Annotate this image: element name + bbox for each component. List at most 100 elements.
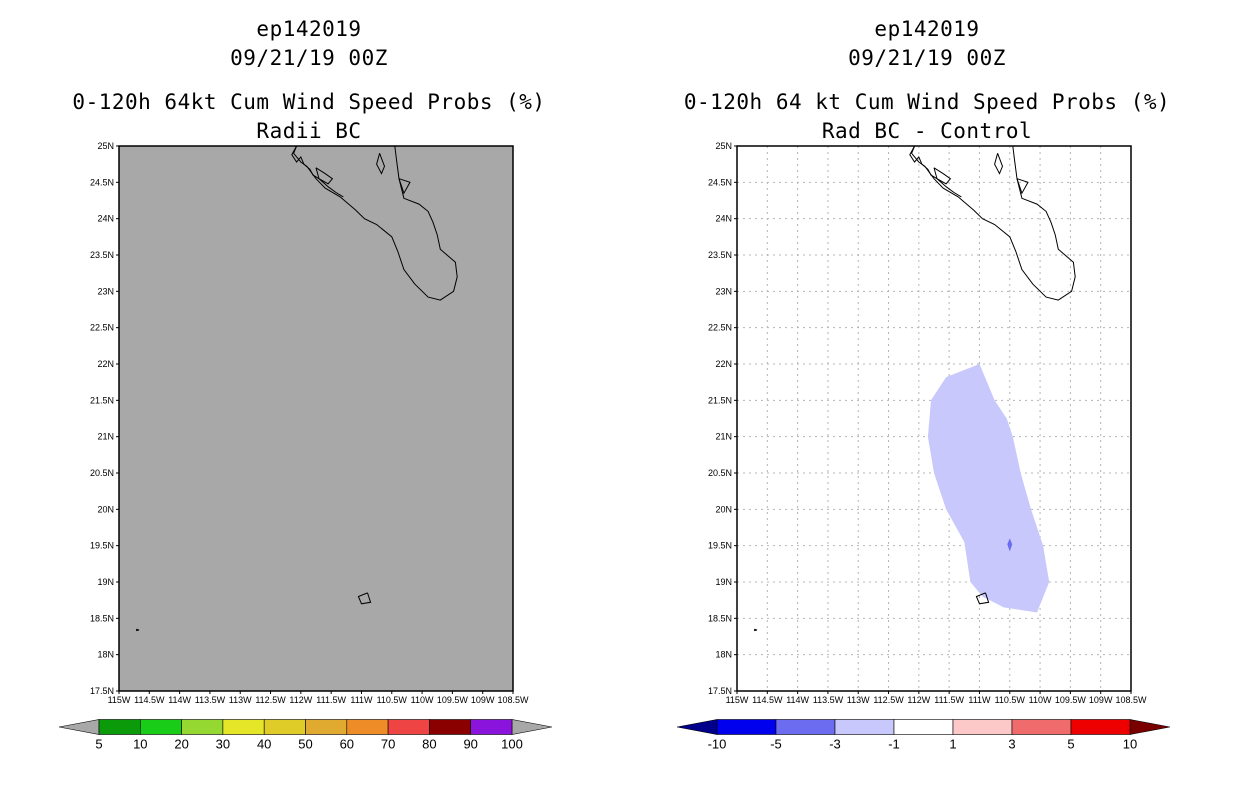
y-tick-label: 21N — [97, 432, 114, 442]
x-tick-label: 109.5W — [1055, 695, 1087, 705]
colorbar-box — [346, 719, 389, 735]
right-subtitle: Rad BC - Control — [821, 119, 1033, 143]
map-frame — [118, 145, 514, 692]
colorbar-box — [181, 719, 224, 735]
colorbar-label: 100 — [501, 737, 523, 752]
colorbar-label: 60 — [340, 737, 354, 752]
right-panel: ep142019 09/21/19 00Z 0-120h 64 kt Cum W… — [618, 0, 1236, 800]
coastline — [975, 592, 990, 605]
colorbar-label: 80 — [422, 737, 436, 752]
coastline — [1016, 178, 1029, 195]
y-tick-label: 24.5N — [708, 177, 732, 187]
colorbar-box — [222, 719, 265, 735]
right-storm-id: ep142019 — [874, 17, 980, 41]
colorbar-left-triangle — [676, 719, 718, 735]
x-tick-label: 115W — [726, 695, 749, 705]
y-tick-label: 18N — [715, 650, 732, 660]
y-tick-label: 25N — [715, 141, 732, 151]
x-tick-label: 109.5W — [437, 695, 469, 705]
colorbar-box — [1070, 719, 1131, 735]
y-tick-label: 24N — [97, 214, 114, 224]
y-tick-label: 19.5N — [90, 541, 114, 551]
x-tick-label: 114W — [786, 695, 809, 705]
x-tick-label: 112W — [289, 695, 312, 705]
left-date: 09/21/19 00Z — [230, 46, 388, 70]
shaded-field — [1007, 538, 1013, 552]
y-tick-label: 17.5N — [90, 686, 114, 696]
right-date: 09/21/19 00Z — [848, 46, 1006, 70]
x-tick-label: 110.5W — [377, 695, 408, 705]
colorbar-right-triangle — [1129, 719, 1171, 735]
y-tick-label: 21.5N — [708, 395, 732, 405]
colorbar-label: -10 — [708, 737, 727, 752]
colorbar-box — [834, 719, 895, 735]
colorbar-label: 70 — [381, 737, 395, 752]
coastline — [376, 153, 386, 175]
right-map-plot: 115W 114.5W 114W 113.5W 113W 112.5W 112W 111.5W… — [676, 141, 1171, 752]
y-tick-label: 18.5N — [90, 613, 114, 623]
colorbar-box — [429, 719, 471, 735]
colorbar-right-triangle — [511, 719, 553, 735]
map-frame — [736, 145, 1132, 692]
x-tick-label: 111.5W — [934, 695, 964, 705]
colorbar-box — [387, 719, 430, 735]
coastline — [911, 145, 1076, 301]
colorbar-box — [952, 719, 1013, 735]
y-tick-label: 24.5N — [90, 177, 114, 187]
y-tick-label: 19.5N — [708, 541, 732, 551]
y-tick-label: 22N — [97, 359, 114, 369]
shaded-field — [927, 364, 1050, 613]
y-tick-label: 25N — [97, 141, 114, 151]
y-tick-label: 22N — [715, 359, 732, 369]
x-tick-label: 110W — [411, 695, 434, 705]
coastline — [994, 153, 1004, 175]
x-tick-label: 115W — [108, 695, 131, 705]
x-tick-label: 110.5W — [995, 695, 1026, 705]
colorbar-left-triangle — [58, 719, 100, 735]
x-tick-label: 109W — [471, 695, 495, 705]
right-title: 0-120h 64 kt Cum Wind Speed Probs (%) — [683, 90, 1171, 114]
y-tick-label: 20.5N — [708, 468, 732, 478]
y-tick-label: 18.5N — [708, 613, 732, 623]
y-tick-label: 19N — [715, 577, 732, 587]
colorbar-box — [140, 719, 182, 735]
x-tick-label: 113W — [229, 695, 252, 705]
colorbar-box — [775, 719, 836, 735]
colorbar-box — [1011, 719, 1072, 735]
y-tick-label: 18N — [97, 650, 114, 660]
y-tick-label: 23N — [715, 286, 732, 296]
colorbar-label: -1 — [888, 737, 900, 752]
colorbar-box — [98, 719, 141, 735]
x-tick-label: 111.5W — [316, 695, 346, 705]
x-tick-label: 108.5W — [1115, 695, 1147, 705]
colorbar-label: 5 — [1067, 737, 1074, 752]
x-tick-label: 112W — [907, 695, 930, 705]
y-tick-label: 23.5N — [90, 250, 114, 260]
y-tick-label: 20.5N — [90, 468, 114, 478]
map-background — [119, 146, 513, 691]
colorbar-label: 50 — [298, 737, 312, 752]
coastline — [398, 178, 411, 195]
left-map-plot: 115W 114.5W 114W 113.5W 113W 112.5W 112W 111.5W… — [58, 141, 553, 752]
y-tick-label: 21.5N — [90, 395, 114, 405]
colorbar-label: 40 — [257, 737, 271, 752]
y-tick-label: 19N — [97, 577, 114, 587]
colorbar-box — [305, 719, 348, 735]
colorbar-box — [893, 719, 954, 735]
coastline — [135, 628, 140, 632]
coastline — [357, 592, 372, 605]
colorbar-label: -5 — [770, 737, 782, 752]
colorbar-box — [716, 719, 777, 735]
coastline — [315, 167, 334, 185]
y-tick-label: 17.5N — [708, 686, 732, 696]
x-tick-label: 108.5W — [497, 695, 529, 705]
x-tick-label: 109W — [1089, 695, 1113, 705]
coastline — [933, 167, 952, 185]
y-tick-label: 20N — [97, 504, 114, 514]
x-tick-label: 113.5W — [813, 695, 844, 705]
x-tick-label: 112.5W — [255, 695, 286, 705]
x-tick-label: 114.5W — [752, 695, 783, 705]
left-title: 0-120h 64kt Cum Wind Speed Probs (%) — [72, 90, 546, 114]
coastline — [753, 628, 758, 632]
x-tick-label: 113W — [847, 695, 870, 705]
